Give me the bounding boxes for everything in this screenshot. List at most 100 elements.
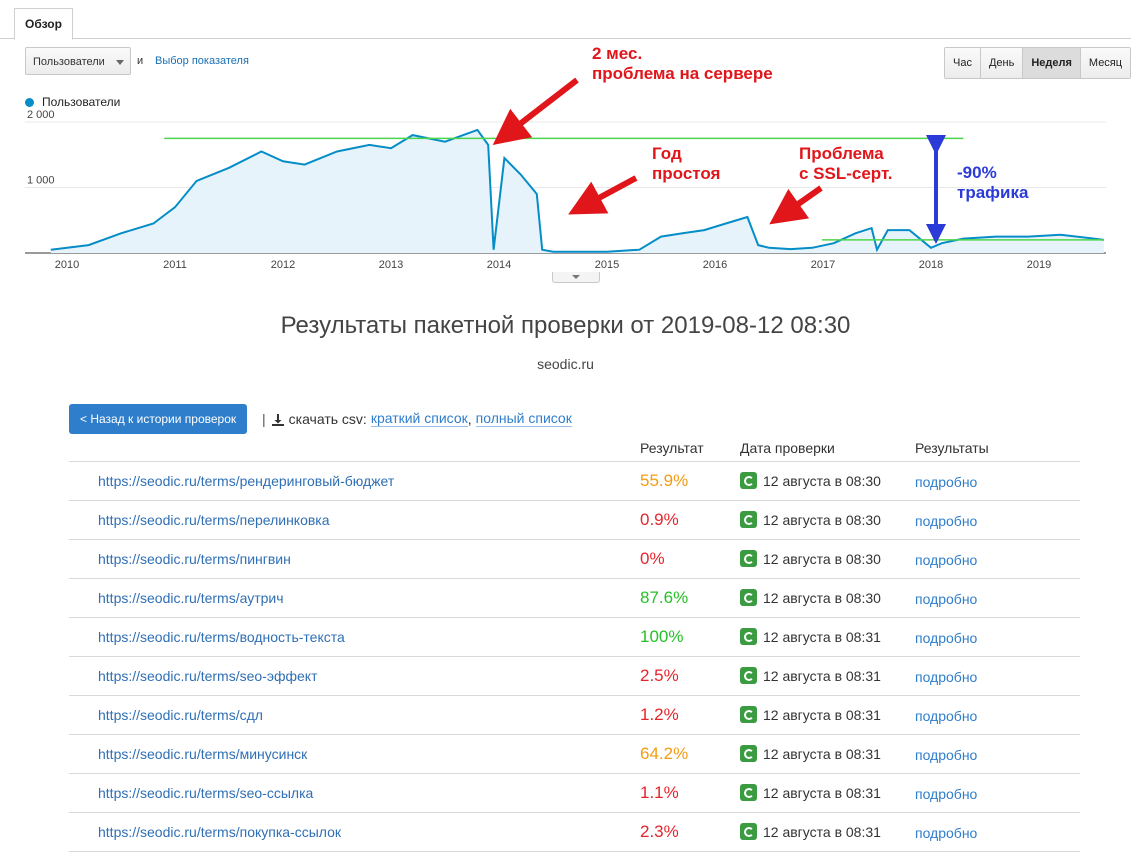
x-tick-label: 2013 xyxy=(379,259,403,271)
row-result-percent: 0% xyxy=(640,549,665,568)
refresh-icon[interactable] xyxy=(740,589,757,606)
row-check-date: 12 августа в 08:30 xyxy=(740,511,881,528)
annotation-line: трафика xyxy=(957,183,1029,202)
users-chart: 2010 2011 2012 2013 2014 2015 2016 2017 2018 2019… xyxy=(25,110,1106,271)
row-divider xyxy=(69,461,1080,462)
row-details-link[interactable]: подробно xyxy=(915,669,978,685)
refresh-icon[interactable] xyxy=(740,628,757,645)
row-details-link[interactable]: подробно xyxy=(915,825,978,841)
legend-dot-icon xyxy=(25,97,34,107)
row-url-link[interactable]: https://seodic.ru/terms/seo-эффект xyxy=(98,668,318,684)
row-details-link[interactable]: подробно xyxy=(915,747,978,763)
refresh-icon[interactable] xyxy=(740,784,757,801)
csv-short-link[interactable]: краткий список xyxy=(370,410,468,427)
row-divider xyxy=(69,773,1080,774)
row-url-link[interactable]: https://seodic.ru/terms/пингвин xyxy=(98,551,291,567)
row-divider xyxy=(69,812,1080,813)
downtime-annotation: Год простоя xyxy=(652,144,720,184)
row-date-text: 12 августа в 08:31 xyxy=(763,784,881,801)
period-month-button[interactable]: Месяц xyxy=(1080,48,1131,78)
series-area xyxy=(50,129,1104,253)
page-title: Результаты пакетной проверки от 2019-08-… xyxy=(280,312,851,339)
collapse-chart-handle[interactable] xyxy=(552,272,600,283)
header-results: Результаты xyxy=(915,440,989,456)
row-details-link[interactable]: подробно xyxy=(915,708,978,724)
row-result-percent: 55.9% xyxy=(640,471,689,490)
row-details-link[interactable]: подробно xyxy=(915,630,978,646)
row-result-percent: 2.5% xyxy=(640,666,679,685)
row-divider xyxy=(69,695,1080,696)
header-date: Дата проверки xyxy=(740,440,835,456)
period-day-button[interactable]: День xyxy=(980,48,1024,78)
x-tick-label: 2016 xyxy=(703,259,727,271)
server-problem-annotation: 2 мес. проблема на сервере xyxy=(592,44,773,84)
tab-bar: Обзор xyxy=(0,0,1131,40)
annotation-line: проблема на сервере xyxy=(592,64,773,83)
row-url-link[interactable]: https://seodic.ru/terms/рендеринговый-бю… xyxy=(98,473,395,489)
row-date-text: 12 августа в 08:30 xyxy=(763,589,881,606)
row-divider xyxy=(69,734,1080,735)
row-date-text: 12 августа в 08:30 xyxy=(763,472,881,489)
metric-select-value: Пользователи xyxy=(33,56,105,68)
refresh-icon[interactable] xyxy=(740,706,757,723)
row-url-link[interactable]: https://seodic.ru/terms/минусинск xyxy=(98,746,308,762)
tab-overview[interactable]: Обзор xyxy=(14,8,73,40)
row-details-link[interactable]: подробно xyxy=(915,552,978,568)
row-check-date: 12 августа в 08:31 xyxy=(740,823,881,840)
legend-label: Пользователи xyxy=(42,95,121,109)
row-divider xyxy=(69,578,1080,579)
row-date-text: 12 августа в 08:30 xyxy=(763,511,881,528)
chevron-down-icon xyxy=(116,60,124,65)
back-to-history-button[interactable]: < Назад к истории проверок xyxy=(69,404,248,434)
row-result-percent: 100% xyxy=(640,627,684,646)
row-url-link[interactable]: https://seodic.ru/terms/покупка-ссылок xyxy=(98,824,342,840)
x-tick-label: 2011 xyxy=(163,259,187,271)
row-date-text: 12 августа в 08:31 xyxy=(763,745,881,762)
row-divider xyxy=(69,500,1080,501)
annotation-line: 2 мес. xyxy=(592,44,643,63)
csv-full-link[interactable]: полный список xyxy=(475,410,572,427)
csv-toolbar: | скачать csv: краткий список , полный с… xyxy=(262,410,572,427)
ssl-arrow xyxy=(769,185,823,225)
ssl-annotation: Проблема с SSL-серт. xyxy=(799,144,893,184)
row-divider xyxy=(69,617,1080,618)
row-details-link[interactable]: подробно xyxy=(915,786,978,802)
refresh-icon[interactable] xyxy=(740,511,757,528)
select-metric-link[interactable]: Выбор показателя xyxy=(155,55,249,67)
refresh-icon[interactable] xyxy=(740,823,757,840)
row-details-link[interactable]: подробно xyxy=(915,474,978,490)
refresh-icon[interactable] xyxy=(740,745,757,762)
row-check-date: 12 августа в 08:31 xyxy=(740,784,881,801)
x-tick-label: 2017 xyxy=(811,259,835,271)
annotation-line: с SSL-серт. xyxy=(799,164,893,183)
row-check-date: 12 августа в 08:30 xyxy=(740,472,881,489)
row-url-link[interactable]: https://seodic.ru/terms/сдл xyxy=(98,707,263,723)
row-date-text: 12 августа в 08:31 xyxy=(763,823,881,840)
refresh-icon[interactable] xyxy=(740,667,757,684)
refresh-icon[interactable] xyxy=(740,472,757,489)
chart-legend: Пользователи xyxy=(25,95,120,109)
download-icon xyxy=(271,413,284,426)
series-line xyxy=(50,128,1104,253)
row-url-link[interactable]: https://seodic.ru/terms/перелинковка xyxy=(98,512,330,528)
row-date-text: 12 августа в 08:31 xyxy=(763,706,881,723)
metric-select[interactable]: Пользователи xyxy=(25,47,131,75)
row-result-percent: 64.2% xyxy=(640,744,689,763)
refresh-icon[interactable] xyxy=(740,550,757,567)
csv-comma: , xyxy=(467,410,472,427)
row-url-link[interactable]: https://seodic.ru/terms/seo-ссылка xyxy=(98,785,314,801)
x-tick-label: 2018 xyxy=(919,259,943,271)
row-url-link[interactable]: https://seodic.ru/terms/аутрич xyxy=(98,590,284,606)
and-label: и xyxy=(137,55,144,67)
period-week-button[interactable]: Неделя xyxy=(1023,48,1081,78)
domain-label: seodic.ru xyxy=(537,356,594,372)
period-hour-button[interactable]: Час xyxy=(945,48,981,78)
row-check-date: 12 августа в 08:30 xyxy=(740,550,881,567)
row-details-link[interactable]: подробно xyxy=(915,513,978,529)
row-check-date: 12 августа в 08:31 xyxy=(740,628,881,645)
row-url-link[interactable]: https://seodic.ru/terms/водность-текста xyxy=(98,629,345,645)
y-tick-label: 2 000 xyxy=(27,110,55,121)
annotation-line: -90% xyxy=(957,163,997,182)
x-tick-label: 2012 xyxy=(271,259,295,271)
row-details-link[interactable]: подробно xyxy=(915,591,978,607)
